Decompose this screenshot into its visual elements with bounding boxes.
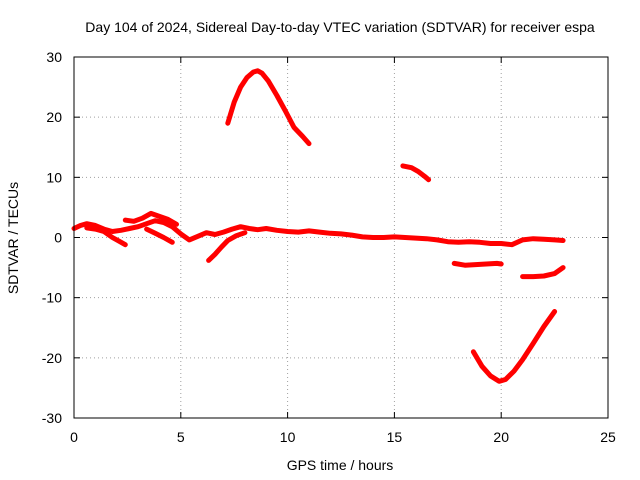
x-tick-label: 0: [70, 429, 78, 445]
series-lower-flat: [451, 260, 504, 268]
y-tick-label: 10: [46, 169, 62, 185]
axes: [73, 56, 609, 419]
series-upper-trace-2-4h: [122, 210, 179, 227]
x-tick-label: 15: [387, 429, 403, 445]
series-dip-6-8h: [206, 230, 248, 263]
tick-labels: 0 5 10 15 20 25 -30 -20 -10 0 10 20 30: [42, 49, 616, 445]
y-tick-label: -10: [42, 290, 62, 306]
x-tick-label: 10: [280, 429, 296, 445]
x-axis-label: GPS time / hours: [287, 457, 394, 473]
y-axis-label: SDTVAR / TECUs: [5, 182, 21, 294]
series-small-segment: [400, 163, 432, 183]
series-lower-trace-3-5h: [144, 226, 175, 245]
y-tick-label: 0: [54, 230, 62, 246]
x-tick-label: 5: [177, 429, 185, 445]
series-main-band-a: [71, 218, 566, 248]
series-lower-arc: [470, 309, 558, 384]
chart-title: Day 104 of 2024, Sidereal Day-to-day VTE…: [85, 19, 595, 35]
series-upper-arc: [225, 68, 312, 147]
series-group: [71, 68, 566, 384]
x-tick-label: 20: [493, 429, 509, 445]
y-tick-label: 30: [46, 49, 62, 65]
x-tick-label: 25: [600, 429, 616, 445]
series-early-dip: [84, 225, 128, 248]
y-tick-label: -20: [42, 350, 62, 366]
y-tick-label: 20: [46, 109, 62, 125]
y-tick-label: -30: [42, 410, 62, 426]
series-right-step: [520, 265, 566, 280]
